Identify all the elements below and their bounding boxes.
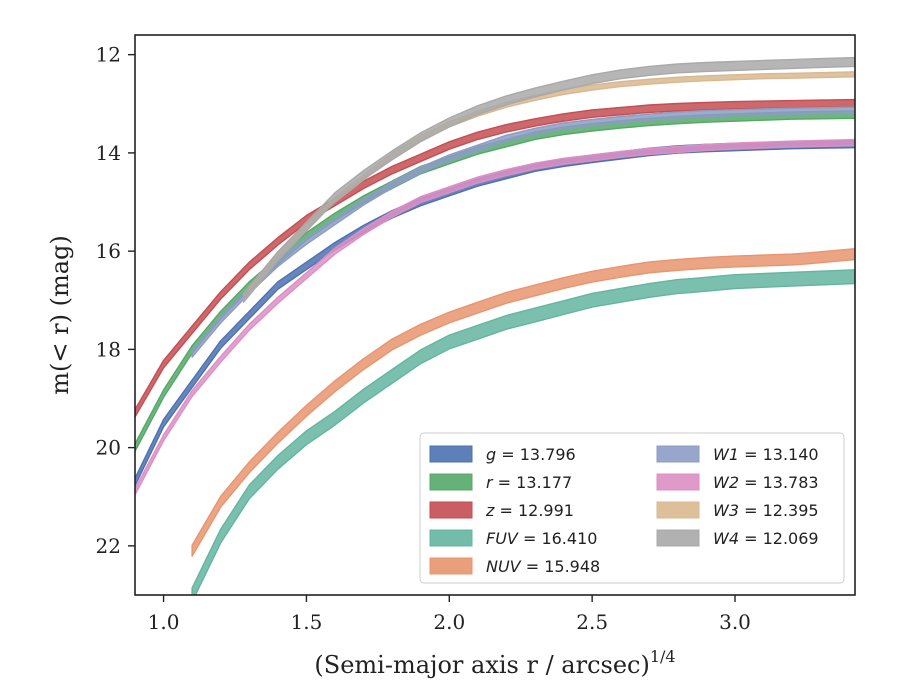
legend-label: W4 = 12.069 — [713, 529, 819, 548]
y-tick-label: 16 — [96, 239, 121, 263]
legend-swatch — [656, 473, 700, 491]
y-tick-label: 22 — [96, 534, 121, 558]
y-tick-label: 12 — [96, 43, 121, 67]
y-tick-label: 20 — [96, 436, 121, 460]
series-band-2 — [135, 98, 855, 418]
legend-swatch — [429, 557, 473, 575]
legend-swatch — [429, 473, 473, 491]
x-tick-label: 2.5 — [576, 610, 608, 634]
legend-swatch — [429, 501, 473, 519]
legend-label: W2 = 13.783 — [713, 473, 819, 492]
x-tick-label: 1.0 — [148, 610, 180, 634]
y-tick-label: 18 — [96, 337, 121, 361]
legend-label: W1 = 13.140 — [713, 445, 819, 464]
series-band-5 — [191, 106, 855, 358]
legend-box — [419, 432, 845, 584]
legend-swatch — [429, 529, 473, 547]
x-tick-label: 1.5 — [291, 610, 323, 634]
legend-label: W3 = 12.395 — [713, 501, 819, 520]
legend-swatch — [656, 529, 700, 547]
legend-swatch — [656, 501, 700, 519]
x-tick-label: 2.0 — [433, 610, 465, 634]
series-band-8 — [242, 56, 855, 303]
x-tick-label: 3.0 — [719, 610, 751, 634]
legend-label: FUV = 16.410 — [486, 529, 597, 548]
legend-label: g = 13.796 — [486, 445, 576, 464]
legend-swatch — [429, 445, 473, 463]
y-axis-title: m(< r) (mag) — [46, 235, 74, 394]
plot-frame — [134, 34, 856, 596]
series-layer — [135, 56, 855, 595]
legend-label: NUV = 15.948 — [486, 557, 600, 576]
y-tick-label: 14 — [96, 141, 121, 165]
legend-label: z = 12.991 — [485, 501, 574, 520]
series-band-3 — [191, 269, 855, 595]
legend: g = 13.796 r = 13.177 z = 12.991 FUV = 16.4… — [419, 432, 845, 584]
series-band-4 — [191, 248, 855, 557]
y-axis: 12 14 16 18 20 22 — [96, 43, 135, 558]
series-band-6 — [135, 138, 855, 496]
x-axis-title: (Semi-major axis r / arcsec)1/4 — [314, 647, 675, 679]
legend-label: r = 13.177 — [486, 473, 572, 492]
legend-swatch — [656, 445, 700, 463]
x-axis: 1.0 1.5 2.0 2.5 3.0 — [148, 595, 751, 634]
